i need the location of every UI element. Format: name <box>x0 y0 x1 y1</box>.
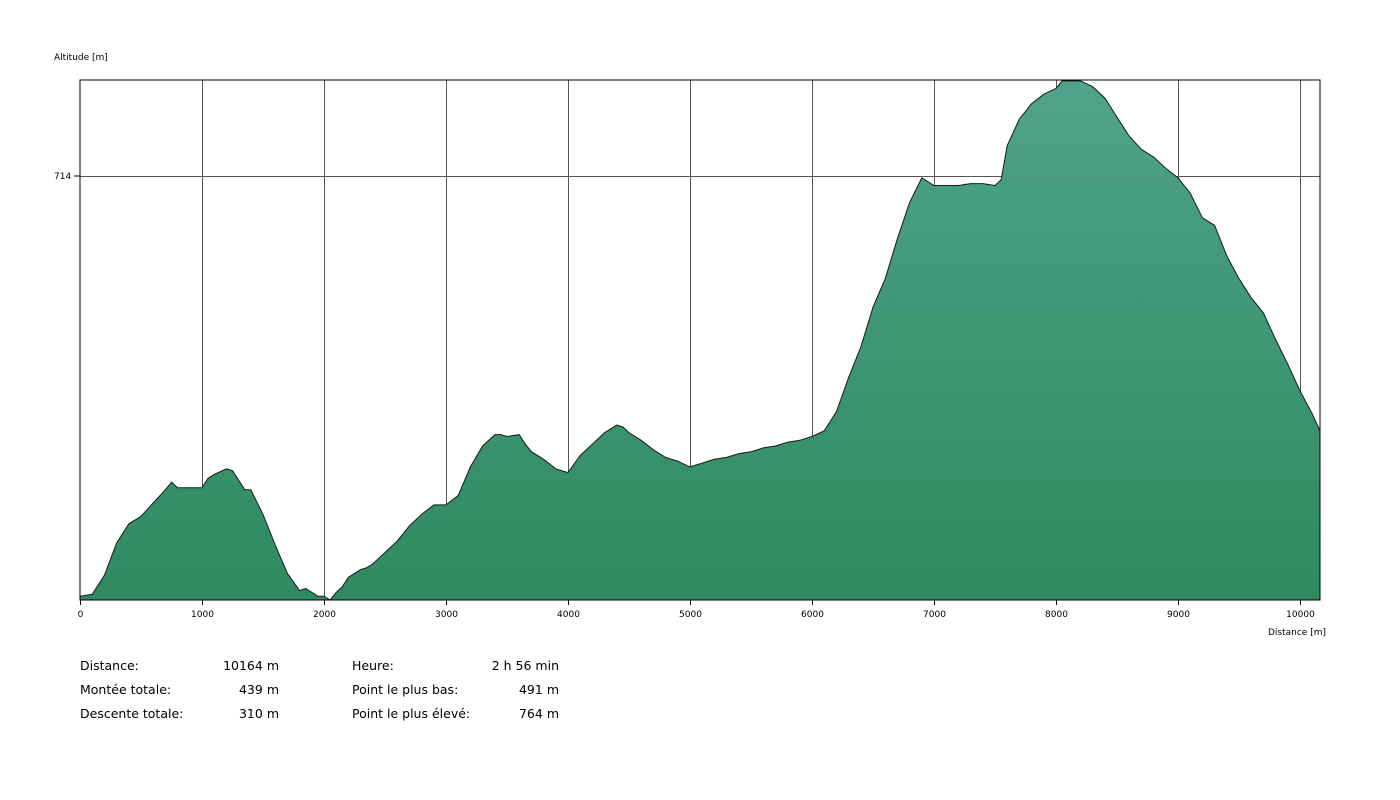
lowest-point-value: 491 m <box>518 682 559 697</box>
elevation-chart: Altitude [m] 0 1000 2000 3000 4000 5000 6000 70… <box>54 53 1326 638</box>
total-ascent-value: 439 m <box>238 682 279 697</box>
total-ascent-label: Montée totale: <box>80 682 172 697</box>
time-label: Heure: <box>352 658 394 673</box>
highest-point-label: Point le plus élevé: <box>352 706 471 721</box>
x-tick-label: 10000 <box>1286 610 1315 620</box>
x-tick-label: 5000 <box>679 610 702 620</box>
x-tick-label: 9000 <box>1167 610 1190 620</box>
total-descent-value: 310 m <box>238 706 279 721</box>
y-axis-label: Altitude [m] <box>54 53 108 63</box>
x-tick-label: 7000 <box>923 610 946 620</box>
highest-point-value: 764 m <box>518 706 559 721</box>
y-tick-label: 714 <box>54 172 71 182</box>
lowest-point-label: Point le plus bas: <box>352 682 459 697</box>
x-tick-label: 8000 <box>1045 610 1068 620</box>
x-tick-label: 2000 <box>313 610 336 620</box>
distance-label: Distance: <box>80 658 139 673</box>
route-statistics: Distance: 10164 m Montée totale: 439 m D… <box>0 658 700 738</box>
elevation-line <box>79 80 1321 601</box>
x-tick-label: 6000 <box>801 610 824 620</box>
x-axis-label: Distance [m] <box>1268 628 1326 638</box>
elevation-area <box>80 80 1320 600</box>
x-tick-label: 3000 <box>435 610 458 620</box>
x-tick-label: 0 <box>78 610 84 620</box>
x-tick-label: 1000 <box>191 610 214 620</box>
plot-frame <box>79 79 1321 601</box>
y-ticks: 714 <box>54 172 80 182</box>
distance-value: 10164 m <box>223 658 279 673</box>
x-tick-label: 4000 <box>557 610 580 620</box>
x-ticks: 0 1000 2000 3000 4000 5000 6000 7000 8000 9000 100… <box>78 600 1315 620</box>
total-descent-label: Descente totale: <box>80 706 184 721</box>
time-value: 2 h 56 min <box>491 658 559 673</box>
